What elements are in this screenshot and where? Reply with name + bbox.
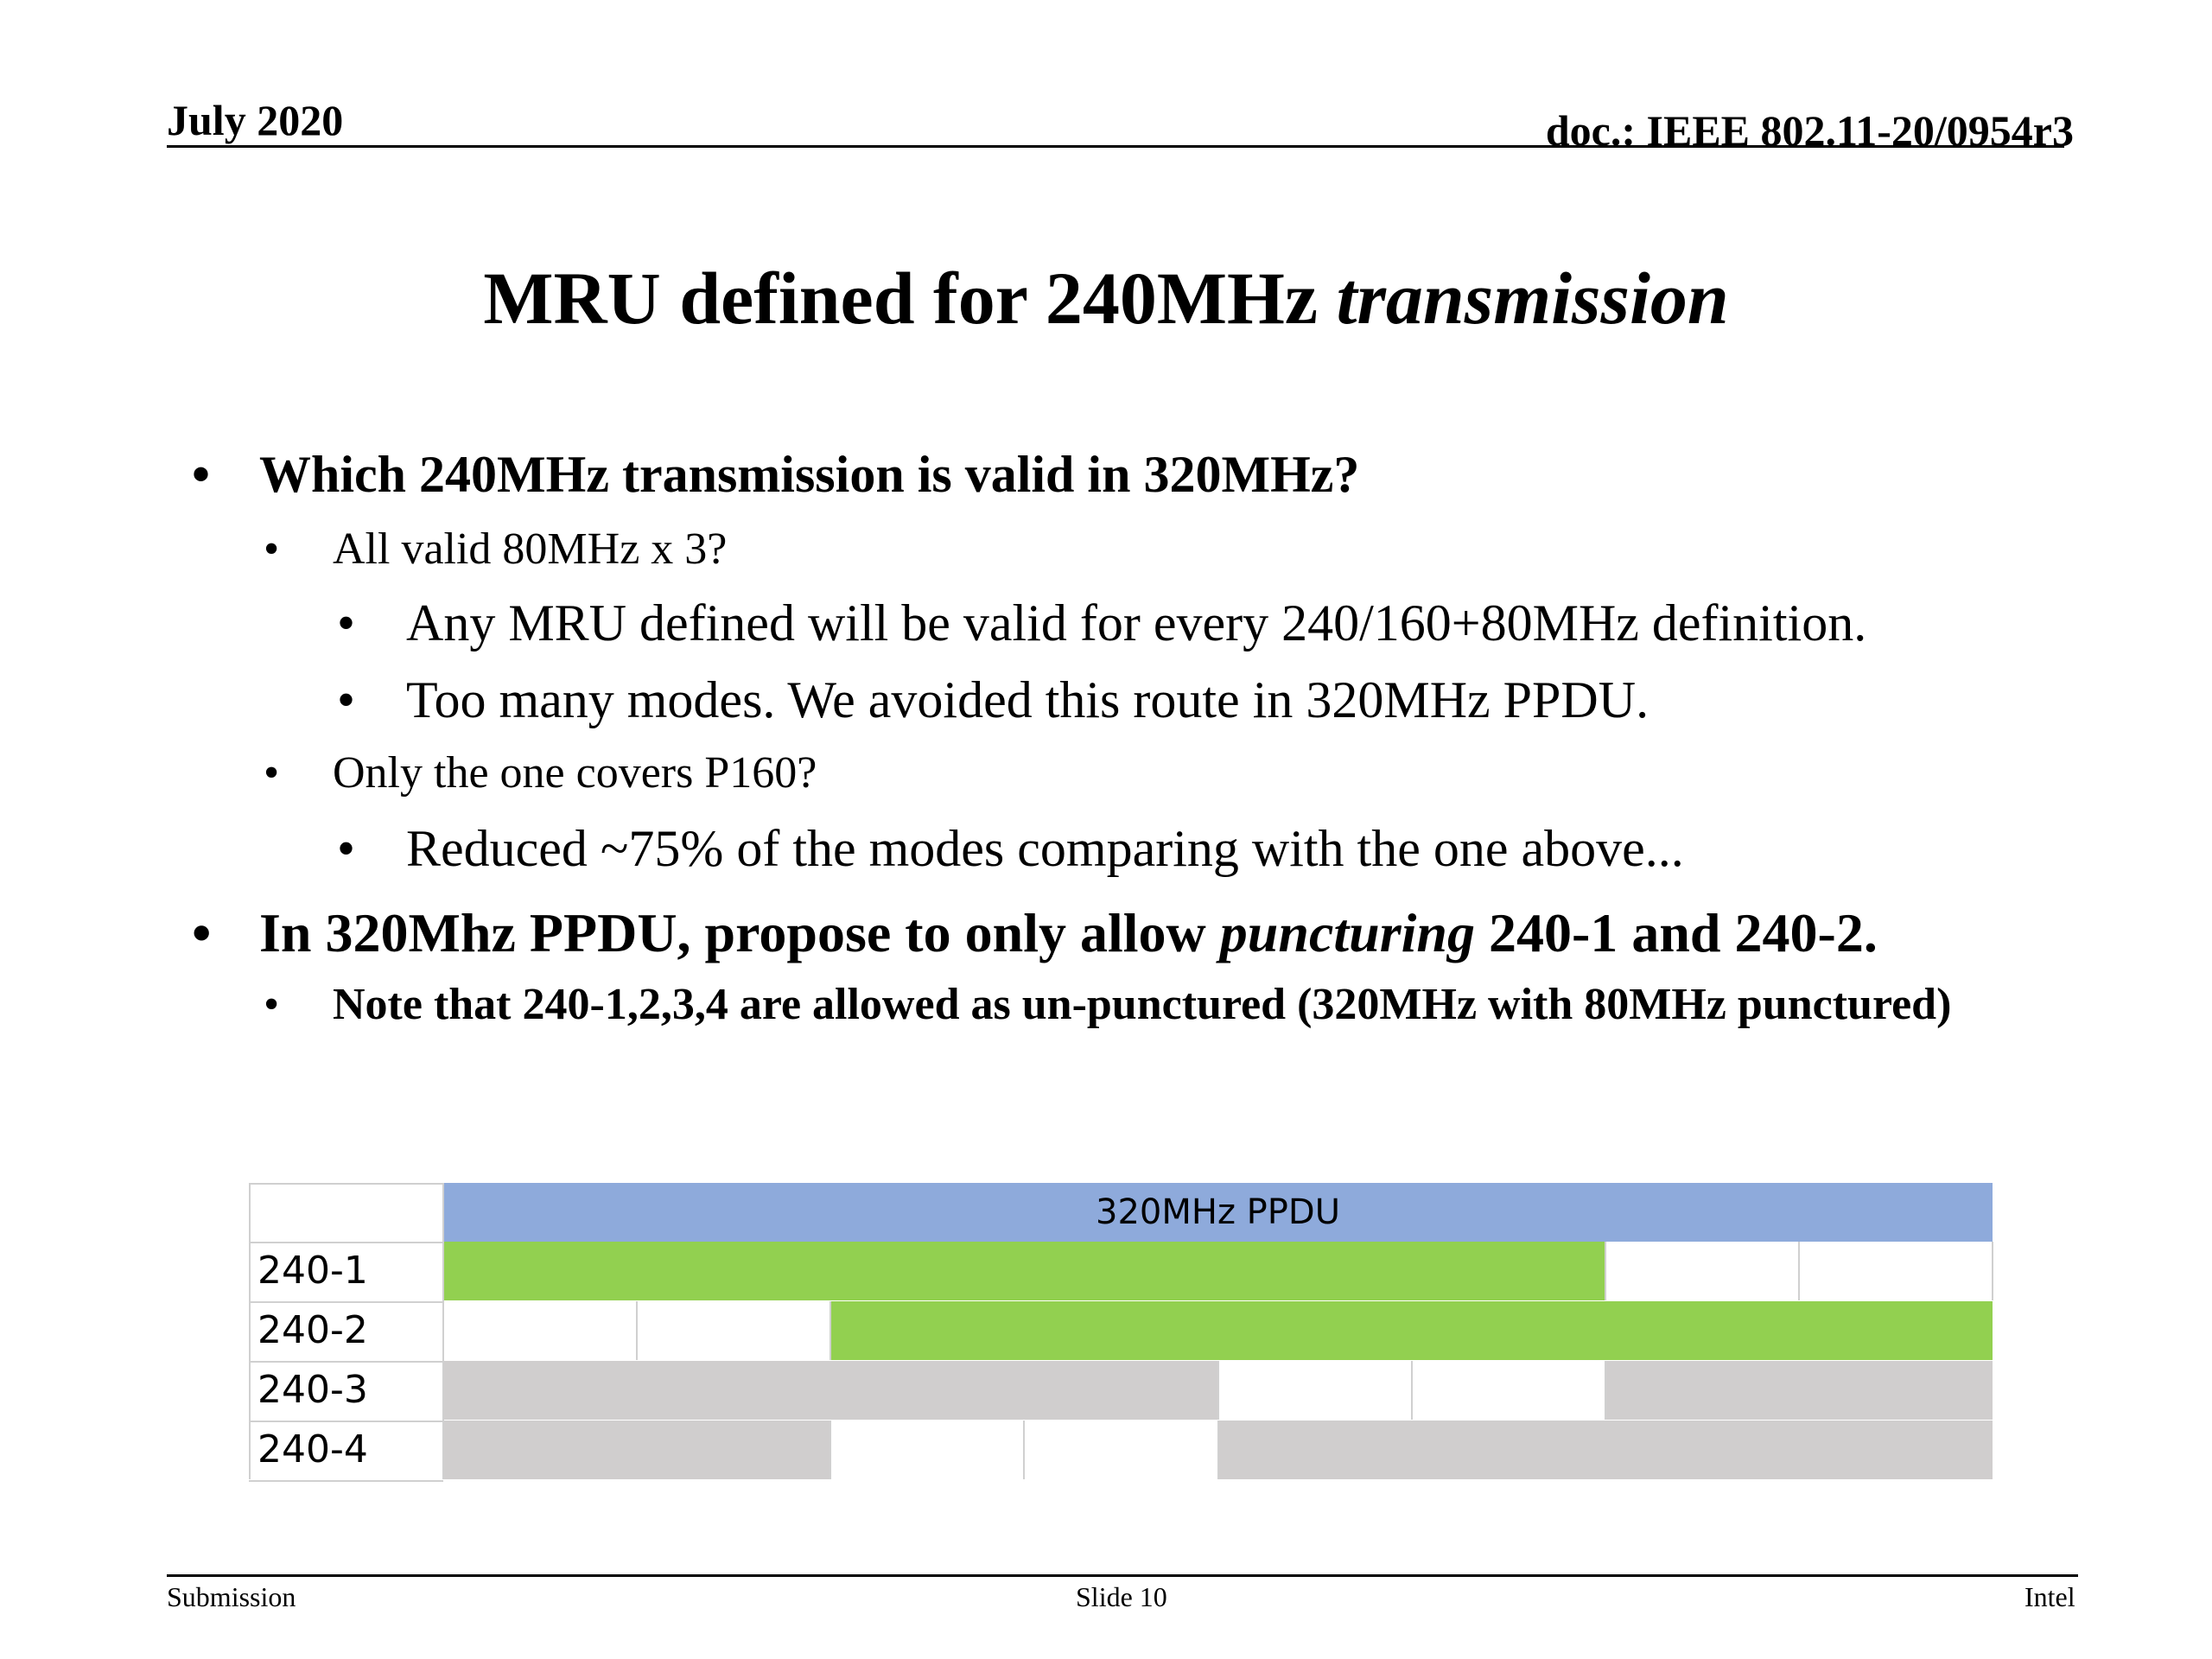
footer-submission: Submission xyxy=(167,1581,296,1612)
bullet-p1-post: 240-1 and 240-2. xyxy=(1475,902,1878,963)
bullet-q1-b-1: • Reduced ~75% of the modes comparing wi… xyxy=(337,819,1684,879)
table-border-left xyxy=(249,1183,251,1479)
table-row-label: 240-2 xyxy=(257,1308,368,1352)
table-row-line xyxy=(249,1421,443,1422)
table-segment-green xyxy=(1605,1301,1799,1360)
table-row-label: 240-1 xyxy=(257,1249,368,1293)
table-segment-white xyxy=(1217,1361,1412,1420)
table-segment-green xyxy=(1217,1242,1412,1300)
table-border-top xyxy=(249,1183,443,1185)
table-segment-white xyxy=(1798,1242,1993,1300)
bullet-dot: • xyxy=(337,671,356,728)
bullet-q1-a-text: All valid 80MHz x 3? xyxy=(333,524,728,574)
table-segment-gray xyxy=(443,1361,638,1420)
table-segment-white xyxy=(637,1301,831,1360)
table-segment-green xyxy=(1411,1301,1605,1360)
header-rule xyxy=(167,145,2064,148)
slide-title: MRU defined for 240MHz transmission xyxy=(0,255,2212,341)
bullet-q1: • Which 240MHz transmission is valid in … xyxy=(192,445,1360,505)
bullet-q1-a-1-text: Any MRU defined will be valid for every … xyxy=(406,594,1867,652)
table-segment-white xyxy=(1024,1421,1218,1479)
table-segment-gray xyxy=(1605,1421,1799,1479)
table-segment-green xyxy=(443,1242,638,1300)
table-segment-gray xyxy=(1024,1361,1218,1420)
table-cell-divider xyxy=(1410,1361,1413,1420)
bullet-q1-a-1: • Any MRU defined will be valid for ever… xyxy=(337,594,1867,653)
table-segment-green xyxy=(1411,1242,1605,1300)
footer-rule xyxy=(167,1574,2078,1577)
bullet-dot: • xyxy=(337,820,356,877)
table-row-line xyxy=(249,1242,443,1243)
table-cell-divider xyxy=(1023,1421,1026,1479)
bullet-dot: • xyxy=(264,524,280,574)
table-segment-gray xyxy=(1798,1421,1993,1479)
bullet-p1: • In 320Mhz PPDU, propose to only allow … xyxy=(192,901,1878,965)
bullet-q1-a: • All valid 80MHz x 3? xyxy=(264,524,728,575)
bullet-dot: • xyxy=(264,980,280,1029)
table-segment-green xyxy=(1798,1301,1993,1360)
table-cell-divider xyxy=(1797,1242,1800,1300)
bullet-q1-b-1-text: Reduced ~75% of the modes comparing with… xyxy=(406,820,1684,877)
table-segment-gray xyxy=(443,1421,638,1479)
table-segment-gray xyxy=(637,1421,831,1479)
table-segment-gray xyxy=(1605,1361,1799,1420)
bullet-p1-note: • Note that 240-1,2,3,4 are allowed as u… xyxy=(264,975,1974,1034)
bullet-q1-text: Which 240MHz transmission is valid in 32… xyxy=(259,446,1360,503)
table-cell-divider xyxy=(442,1301,444,1360)
table-segment-green xyxy=(637,1242,831,1300)
bullet-q1-b: • Only the one covers P160? xyxy=(264,747,817,798)
table-cell-divider xyxy=(830,1421,832,1479)
table-segment-white xyxy=(830,1421,1025,1479)
table-segment-gray xyxy=(1217,1421,1412,1479)
mru-table: 320MHz PPDU 240-1 240-2 240-3 240-4 xyxy=(249,1183,1993,1482)
table-cell-divider xyxy=(830,1301,832,1360)
table-cell-divider xyxy=(1992,1242,1993,1300)
table-cell-divider xyxy=(1217,1361,1219,1420)
table-segment-gray xyxy=(830,1361,1025,1420)
bullet-q1-a-2: • Too many modes. We avoided this route … xyxy=(337,671,1649,730)
table-corner-cell xyxy=(249,1183,443,1242)
header-doc-id: doc.: IEEE 802.11-20/0954r3 xyxy=(1545,106,2074,155)
bullet-p1-note-text: Note that 240-1,2,3,4 are allowed as un-… xyxy=(333,980,1952,1029)
table-segment-green xyxy=(1217,1301,1412,1360)
table-segment-gray xyxy=(1798,1361,1993,1420)
table-cell-divider xyxy=(1604,1361,1606,1420)
bullet-dot: • xyxy=(337,594,356,652)
table-cell-divider xyxy=(1217,1421,1219,1479)
bullet-q1-a-2-text: Too many modes. We avoided this route in… xyxy=(406,671,1649,728)
bullet-dot: • xyxy=(264,748,280,798)
table-segment-gray xyxy=(637,1361,831,1420)
table-cell-divider xyxy=(1604,1242,1606,1300)
table-header-cell: 320MHz PPDU xyxy=(443,1183,1993,1242)
table-segment-gray xyxy=(1411,1421,1605,1479)
table-segment-green xyxy=(1024,1242,1218,1300)
table-row-line xyxy=(249,1301,443,1303)
header-date: July 2020 xyxy=(167,96,344,144)
table-segment-green xyxy=(1024,1301,1218,1360)
title-main: MRU defined for 240MHz xyxy=(483,257,1337,340)
table-segment-white xyxy=(1411,1361,1605,1420)
bullet-p1-pre: In 320Mhz PPDU, propose to only allow xyxy=(259,902,1220,963)
bullet-q1-b-text: Only the one covers P160? xyxy=(333,748,817,798)
table-row-label: 240-3 xyxy=(257,1368,368,1412)
footer-company: Intel xyxy=(2024,1581,2075,1612)
table-row-line xyxy=(249,1480,443,1482)
table-segment-white xyxy=(1605,1242,1799,1300)
table-segment-green xyxy=(830,1242,1025,1300)
table-row-label: 240-4 xyxy=(257,1427,368,1471)
footer-slide-number: Slide 10 xyxy=(1076,1581,1167,1612)
table-segment-white xyxy=(443,1301,638,1360)
bullet-dot: • xyxy=(192,902,212,963)
table-row-line xyxy=(249,1361,443,1363)
title-italic: transmission xyxy=(1336,257,1729,340)
bullet-p1-italic: puncturing xyxy=(1219,902,1475,963)
bullet-dot: • xyxy=(192,446,211,503)
table-segment-green xyxy=(830,1301,1025,1360)
table-cell-divider xyxy=(636,1301,639,1360)
